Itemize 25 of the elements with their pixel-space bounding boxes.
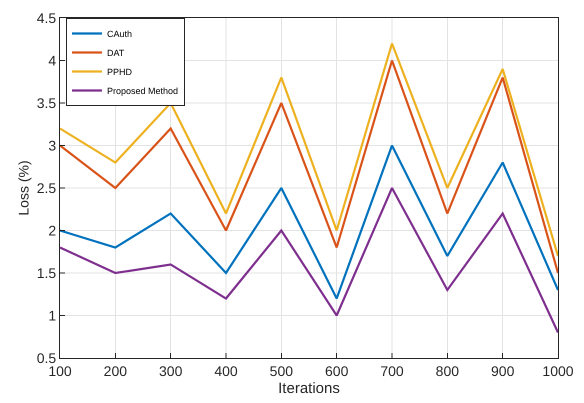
- x-tick-label: 600: [324, 362, 349, 379]
- y-tick-label: 3: [48, 137, 56, 154]
- line-series: [60, 186, 558, 334]
- y-axis-title: Loss (%): [15, 160, 32, 216]
- x-tick-label: 200: [104, 362, 128, 379]
- legend-label: CAuth: [106, 29, 132, 40]
- x-tick-label: 700: [380, 362, 404, 379]
- y-tick-label: 4: [48, 52, 56, 68]
- x-tick-label: 500: [270, 362, 294, 379]
- y-tick-label: 2: [48, 222, 56, 238]
- x-tick-label: 800: [436, 362, 460, 379]
- legend-label: DAT: [106, 48, 125, 58]
- x-tick-label: 1000: [542, 362, 574, 379]
- x-tick-label: 300: [158, 362, 183, 379]
- x-axis-title: Iterations: [278, 380, 340, 397]
- y-tick-label: 3.5: [36, 94, 56, 111]
- y-tick-label: 4.5: [36, 10, 56, 26]
- line-series: [60, 144, 558, 300]
- x-tick-label: 400: [214, 362, 238, 379]
- y-tick-label: 2.5: [36, 180, 56, 196]
- legend-label: PPHD: [106, 67, 132, 78]
- y-tick-label: 1.5: [36, 264, 56, 281]
- x-tick-label: 900: [490, 362, 515, 379]
- legend-label: Proposed Method: [106, 86, 178, 96]
- y-tick-label: 1: [48, 307, 56, 324]
